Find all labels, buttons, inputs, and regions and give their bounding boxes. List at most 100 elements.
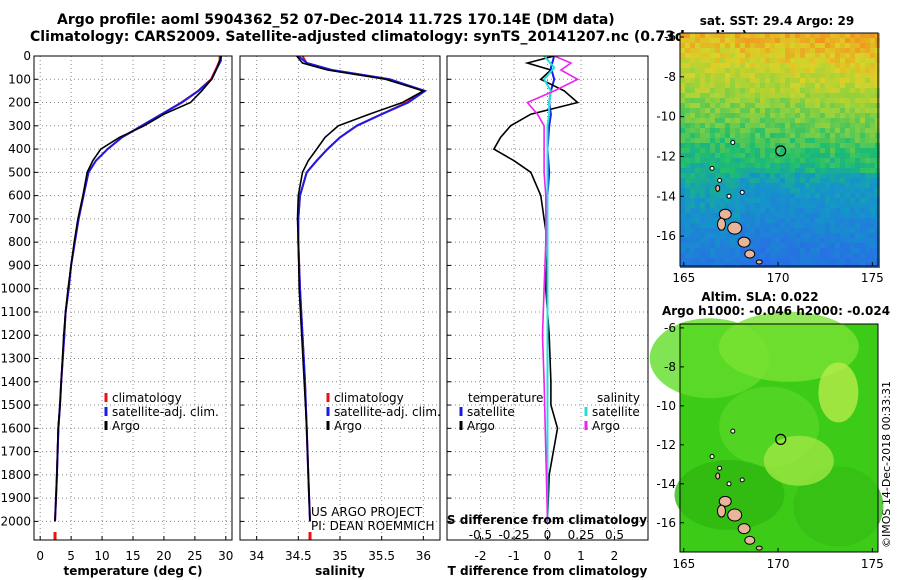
- sst-cell: [700, 248, 705, 253]
- sst-cell: [710, 163, 715, 168]
- sst-cell: [810, 258, 815, 263]
- map-x-tick-label: 175: [861, 271, 884, 285]
- sst-cell: [715, 218, 720, 223]
- sst-cell: [865, 58, 870, 63]
- sst-cell: [775, 98, 780, 103]
- sst-cell: [685, 248, 690, 253]
- sst-cell: [790, 238, 795, 243]
- sst-cell: [735, 98, 740, 103]
- sst-cell: [855, 78, 860, 83]
- sst-cell: [790, 98, 795, 103]
- sst-cell: [835, 188, 840, 193]
- sst-cell: [800, 93, 805, 98]
- sst-cell: [775, 43, 780, 48]
- sst-cell: [720, 143, 725, 148]
- sst-cell: [810, 238, 815, 243]
- x2-tick-label: -0.5: [469, 528, 492, 542]
- sst-cell: [790, 208, 795, 213]
- sst-cell: [855, 223, 860, 228]
- sst-cell: [860, 223, 865, 228]
- sst-cell: [810, 123, 815, 128]
- sst-cell: [685, 213, 690, 218]
- sst-cell: [835, 183, 840, 188]
- sst-cell: [825, 63, 830, 68]
- sst-cell: [765, 128, 770, 133]
- sst-cell: [760, 148, 765, 153]
- sst-cell: [690, 48, 695, 53]
- sst-cell: [755, 228, 760, 233]
- sst-cell: [815, 83, 820, 88]
- sst-cell: [850, 118, 855, 123]
- sst-cell: [755, 158, 760, 163]
- sst-cell: [755, 48, 760, 53]
- sst-cell: [740, 143, 745, 148]
- sst-cell: [705, 173, 710, 178]
- sst-cell: [805, 208, 810, 213]
- sst-cell: [810, 178, 815, 183]
- sst-cell: [730, 163, 735, 168]
- sst-cell: [835, 83, 840, 88]
- sst-cell: [865, 148, 870, 153]
- sst-cell: [690, 218, 695, 223]
- sst-cell: [780, 108, 785, 113]
- sst-cell: [755, 63, 760, 68]
- sst-cell: [860, 233, 865, 238]
- sst-cell: [685, 43, 690, 48]
- sst-cell: [770, 258, 775, 263]
- sst-cell: [755, 188, 760, 193]
- sst-cell: [765, 223, 770, 228]
- sst-cell: [755, 198, 760, 203]
- sst-cell: [840, 188, 845, 193]
- sst-cell: [725, 183, 730, 188]
- sst-cell: [795, 168, 800, 173]
- sst-cell: [745, 193, 750, 198]
- sst-cell: [780, 78, 785, 83]
- sst-cell: [805, 198, 810, 203]
- sst-cell: [785, 63, 790, 68]
- sst-cell: [775, 148, 780, 153]
- sst-cell: [845, 208, 850, 213]
- sst-cell: [790, 58, 795, 63]
- sst-cell: [690, 153, 695, 158]
- sst-cell: [705, 198, 710, 203]
- sst-cell: [820, 198, 825, 203]
- sst-cell: [745, 53, 750, 58]
- sst-cell: [805, 103, 810, 108]
- sst-cell: [690, 63, 695, 68]
- sst-cell: [760, 73, 765, 78]
- sst-cell: [730, 63, 735, 68]
- sst-cell: [785, 193, 790, 198]
- sst-cell: [830, 248, 835, 253]
- sst-cell: [775, 63, 780, 68]
- sst-cell: [725, 233, 730, 238]
- sst-cell: [680, 133, 685, 138]
- sst-cell: [760, 58, 765, 63]
- sst-cell: [690, 68, 695, 73]
- sst-cell: [705, 213, 710, 218]
- sst-cell: [860, 123, 865, 128]
- sst-cell: [780, 143, 785, 148]
- sst-cell: [770, 98, 775, 103]
- sst-cell: [780, 183, 785, 188]
- sst-cell: [720, 168, 725, 173]
- sst-cell: [770, 208, 775, 213]
- sst-cell: [800, 143, 805, 148]
- sst-cell: [825, 133, 830, 138]
- sst-cell: [840, 38, 845, 43]
- sst-cell: [685, 108, 690, 113]
- sst-cell: [775, 203, 780, 208]
- sst-cell: [780, 128, 785, 133]
- sst-cell: [700, 58, 705, 63]
- sst-cell: [715, 203, 720, 208]
- sst-cell: [815, 148, 820, 153]
- sst-cell: [865, 103, 870, 108]
- sst-cell: [760, 68, 765, 73]
- sst-cell: [840, 103, 845, 108]
- sst-cell: [855, 208, 860, 213]
- sst-cell: [805, 118, 810, 123]
- sst-cell: [745, 93, 750, 98]
- sst-cell: [700, 68, 705, 73]
- sst-cell: [730, 108, 735, 113]
- sst-cell: [800, 128, 805, 133]
- sst-cell: [715, 58, 720, 63]
